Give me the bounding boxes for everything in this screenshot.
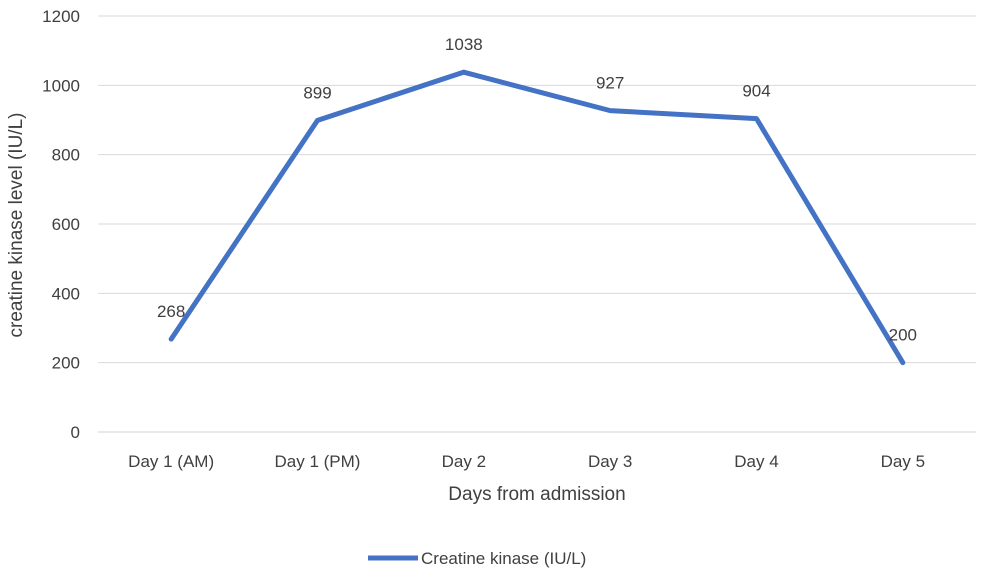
- data-label: 904: [742, 82, 770, 101]
- x-tick-label: Day 4: [734, 452, 778, 471]
- x-tick-label: Day 1 (PM): [275, 452, 361, 471]
- y-tick-label: 400: [52, 284, 80, 303]
- y-tick-label: 600: [52, 215, 80, 234]
- y-axis-title: creatine kinase level (IU/L): [6, 113, 27, 338]
- y-tick-label: 800: [52, 146, 80, 165]
- gridlines: [98, 15, 976, 433]
- data-label: 200: [889, 326, 917, 345]
- y-axis-ticks: 0 200 400 600 800 1000 1200: [42, 7, 80, 442]
- series-group: [168, 69, 906, 366]
- legend-label: Creatine kinase (IU/L): [421, 549, 586, 568]
- y-tick-label: 1200: [42, 7, 80, 26]
- data-labels: 268 899 1038 927 904 200: [157, 35, 917, 345]
- x-tick-label: Day 3: [588, 452, 632, 471]
- x-axis-ticks: Day 1 (AM) Day 1 (PM) Day 2 Day 3 Day 4 Day 5: [128, 452, 925, 471]
- data-label: 268: [157, 302, 185, 321]
- y-tick-label: 0: [71, 423, 80, 442]
- data-label: 899: [303, 83, 331, 102]
- y-tick-label: 1000: [42, 76, 80, 95]
- x-tick-label: Day 2: [442, 452, 486, 471]
- x-tick-label: Day 5: [881, 452, 925, 471]
- series-line: [168, 69, 906, 366]
- data-label: 927: [596, 74, 624, 93]
- legend: Creatine kinase (IU/L): [368, 549, 586, 568]
- x-tick-label: Day 1 (AM): [128, 452, 214, 471]
- x-axis-title: Days from admission: [448, 484, 625, 505]
- y-tick-label: 200: [52, 354, 80, 373]
- data-label: 1038: [445, 35, 483, 54]
